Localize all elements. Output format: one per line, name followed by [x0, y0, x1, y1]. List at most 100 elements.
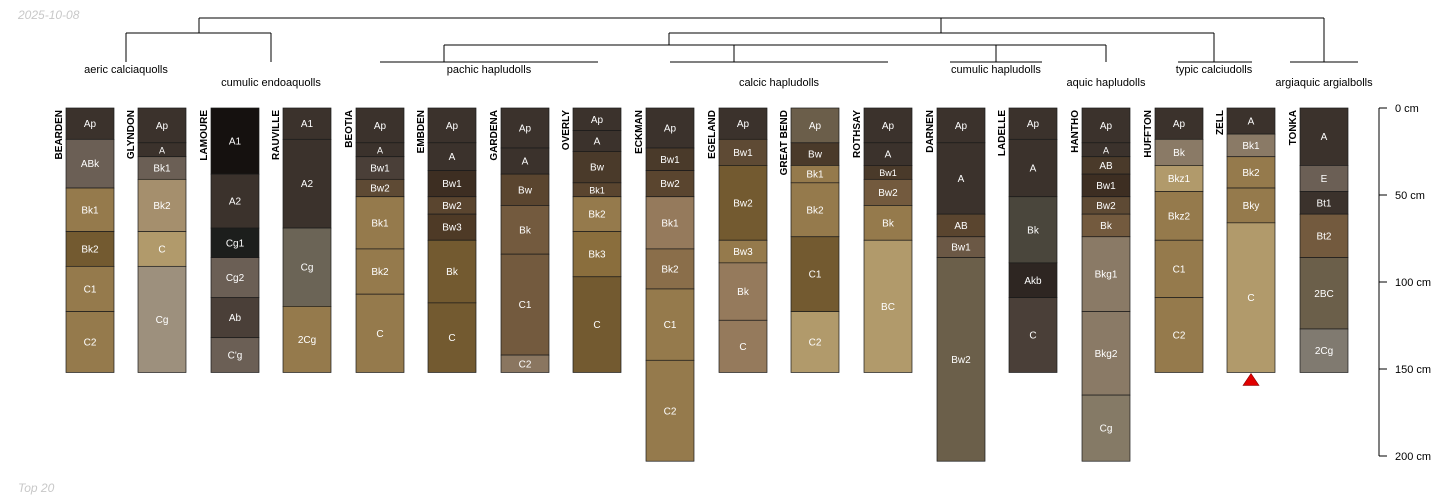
profile-name: TONKA [1288, 110, 1299, 145]
profile-name: DARNEN [925, 110, 936, 153]
horizon-label: Ap [1100, 121, 1113, 132]
horizon-label: Bk1 [1242, 141, 1260, 152]
horizon-label: A1 [301, 119, 314, 130]
depth-tick-label: 0 cm [1395, 103, 1419, 115]
horizon-label: Bk [1027, 225, 1040, 236]
horizon-block [65, 138, 115, 189]
horizon-label: Bk [519, 225, 532, 236]
soil-profile: Ap A Bw1 Bw2 Bk BC ROTHSAY [852, 107, 913, 373]
horizon-block [790, 236, 840, 312]
horizon-block [1081, 107, 1131, 144]
horizon-block [210, 297, 260, 339]
horizon-block [137, 265, 187, 373]
horizon-block [210, 257, 260, 299]
horizon-label: A [1103, 145, 1109, 155]
horizon-block [936, 257, 986, 462]
horizon-block [1299, 213, 1349, 258]
horizon-block [210, 227, 260, 258]
horizon-label: Ap [446, 121, 459, 132]
horizon-label: C1 [664, 320, 677, 331]
horizon-label: Bkz2 [1168, 211, 1191, 222]
horizon-label: AB [954, 221, 968, 232]
horizon-label: C2 [809, 338, 822, 349]
horizon-block [427, 302, 477, 373]
horizon-label: C1 [809, 270, 822, 281]
horizon-label: Akb [1024, 276, 1042, 287]
taxonomy-group-label: aeric calciaquolls [84, 64, 168, 76]
taxonomy-group-label: cumulic endoaquolls [221, 77, 321, 89]
horizon-block [1081, 394, 1131, 462]
horizon-label: Bky [1243, 201, 1260, 212]
horizon-label: Ap [519, 124, 532, 135]
horizon-block [355, 196, 405, 250]
horizon-label: Cg2 [226, 273, 245, 284]
depth-tick-label: 150 cm [1395, 364, 1431, 376]
horizon-block [1226, 222, 1276, 373]
horizon-block [936, 107, 986, 144]
horizon-label: Bw [590, 163, 605, 174]
horizon-block [427, 239, 477, 304]
horizon-label: Bk3 [588, 250, 606, 261]
horizon-label: Bk1 [661, 218, 679, 229]
horizon-label: C [158, 244, 165, 255]
soil-profile: Ap A AB Bw1 Bw2 Bk Bkg1 Bkg2 Cg HANTHO [1070, 107, 1131, 462]
taxonomy-group-label: aquic hapludolls [1067, 77, 1146, 89]
horizon-label: Ap [737, 119, 750, 130]
horizon-label: Bkg1 [1095, 270, 1118, 281]
horizon-block [210, 337, 260, 373]
horizon-block [645, 196, 695, 250]
date-label: 2025-10-08 [18, 8, 80, 22]
horizon-label: A2 [229, 197, 242, 208]
horizon-label: Bw2 [733, 198, 753, 209]
profile-name: BEARDEN [54, 110, 65, 159]
horizon-label: C [1029, 331, 1036, 342]
horizon-label: Bw2 [951, 355, 971, 366]
soil-profile: Ap Bk Bkz1 Bkz2 C1 C2 HUFFTON [1143, 107, 1204, 373]
soil-profile: A Bk1 Bk2 Bky C ZELL [1215, 107, 1276, 373]
horizon-label: Bk [446, 267, 459, 278]
horizon-label: C1 [1173, 264, 1186, 275]
horizon-block [645, 248, 695, 290]
horizon-block [645, 359, 695, 462]
horizon-block [282, 227, 332, 307]
profile-name: HANTHO [1070, 110, 1081, 153]
horizon-label: Ap [955, 121, 968, 132]
horizon-label: Bk [1100, 221, 1113, 232]
horizon-label: C2 [664, 406, 677, 417]
horizon-block [1154, 107, 1204, 140]
horizon-block [1008, 262, 1058, 299]
horizon-block [1226, 187, 1276, 224]
horizon-label: Bt2 [1316, 231, 1331, 242]
horizon-label: Bw1 [879, 168, 897, 178]
horizon-block [1299, 328, 1349, 373]
taxonomy-group-label: argiaquic argialbolls [1275, 77, 1373, 89]
horizon-label: Bw1 [442, 179, 462, 190]
horizon-label: C1 [84, 284, 97, 295]
horizon-label: AB [1099, 161, 1113, 172]
soil-profile: A E Bt1 Bt2 2BC 2Cg TONKA [1288, 107, 1349, 373]
horizon-block [137, 107, 187, 144]
horizon-block [427, 170, 477, 198]
horizon-label: Ap [882, 121, 895, 132]
horizon-block [355, 293, 405, 373]
horizon-label: 2BC [1314, 289, 1333, 300]
horizon-label: Bk1 [81, 205, 99, 216]
horizon-label: Bk2 [1242, 168, 1260, 179]
horizon-label: A [159, 145, 165, 155]
horizon-label: Ap [1173, 119, 1186, 130]
horizon-label: Bk [737, 287, 750, 298]
horizon-block [1081, 311, 1131, 396]
horizon-block [1154, 239, 1204, 299]
horizon-block [500, 253, 550, 356]
horizon-block [718, 262, 768, 321]
taxonomy-group-label: cumulic hapludolls [951, 64, 1041, 76]
horizon-label: BC [881, 302, 895, 313]
horizon-block [718, 319, 768, 373]
horizon-label: Bt1 [1316, 198, 1331, 209]
horizon-label: C'g [228, 351, 243, 362]
horizon-block [645, 170, 695, 198]
horizon-block [645, 288, 695, 361]
horizon-block [790, 182, 840, 238]
